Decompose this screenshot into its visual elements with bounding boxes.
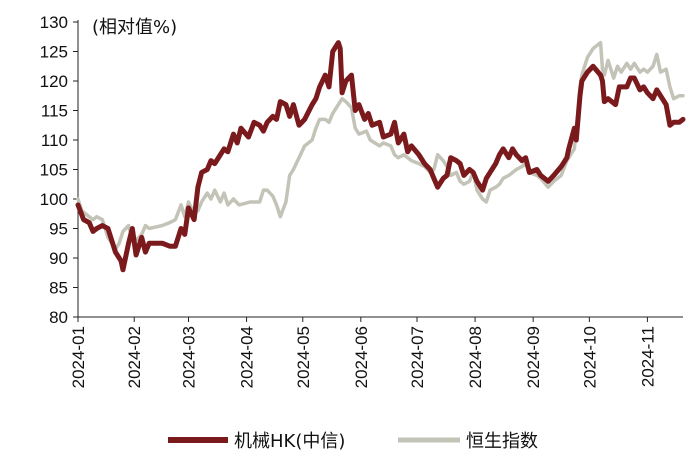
- y-tick-label: 125: [40, 43, 68, 62]
- x-tick-label: 2024-07: [408, 326, 427, 388]
- y-tick-label: 100: [40, 190, 68, 209]
- unit-label: (相对值%): [92, 17, 177, 38]
- x-tick-label: 2024-03: [180, 326, 199, 388]
- legend-item-hang-seng-label: 恒生指数: [466, 431, 538, 452]
- x-tick-label: 2024-06: [352, 326, 371, 388]
- x-tick-label: 2024-10: [580, 326, 599, 388]
- x-tick-label: 2024-11: [638, 326, 657, 387]
- y-tick-label: 110: [41, 131, 68, 150]
- y-axis: 80 85 90 95 100 105 110 115 120 125 130: [40, 13, 79, 327]
- x-axis: 2024-01 2024-02 2024-03 2024-04 2024-05 2024-…: [69, 316, 683, 388]
- x-tick-label: 2024-04: [238, 326, 257, 388]
- x-tick-label: 2024-05: [294, 326, 313, 388]
- x-tick-label: 2024-09: [524, 326, 543, 388]
- y-tick-label: 105: [40, 161, 68, 180]
- y-tick-label: 115: [41, 102, 68, 121]
- y-tick-label: 95: [49, 220, 68, 239]
- x-tick-label: 2024-01: [69, 326, 88, 388]
- series-layer: [75, 40, 686, 273]
- x-tick-label: 2024-08: [466, 326, 485, 388]
- y-tick-label: 90: [49, 249, 68, 268]
- y-tick-label: 85: [49, 279, 68, 298]
- legend: 机械HK(中信) 恒生指数: [168, 431, 538, 452]
- y-tick-label: 120: [40, 72, 68, 91]
- series-line-machinery-hk: [75, 40, 686, 273]
- y-tick-label: 80: [49, 308, 68, 327]
- y-tick-label: 130: [40, 13, 68, 32]
- series-line-hang-seng: [76, 40, 685, 251]
- x-tick-label: 2024-02: [125, 326, 144, 388]
- legend-item-machinery-hk-label: 机械HK(中信): [234, 431, 345, 452]
